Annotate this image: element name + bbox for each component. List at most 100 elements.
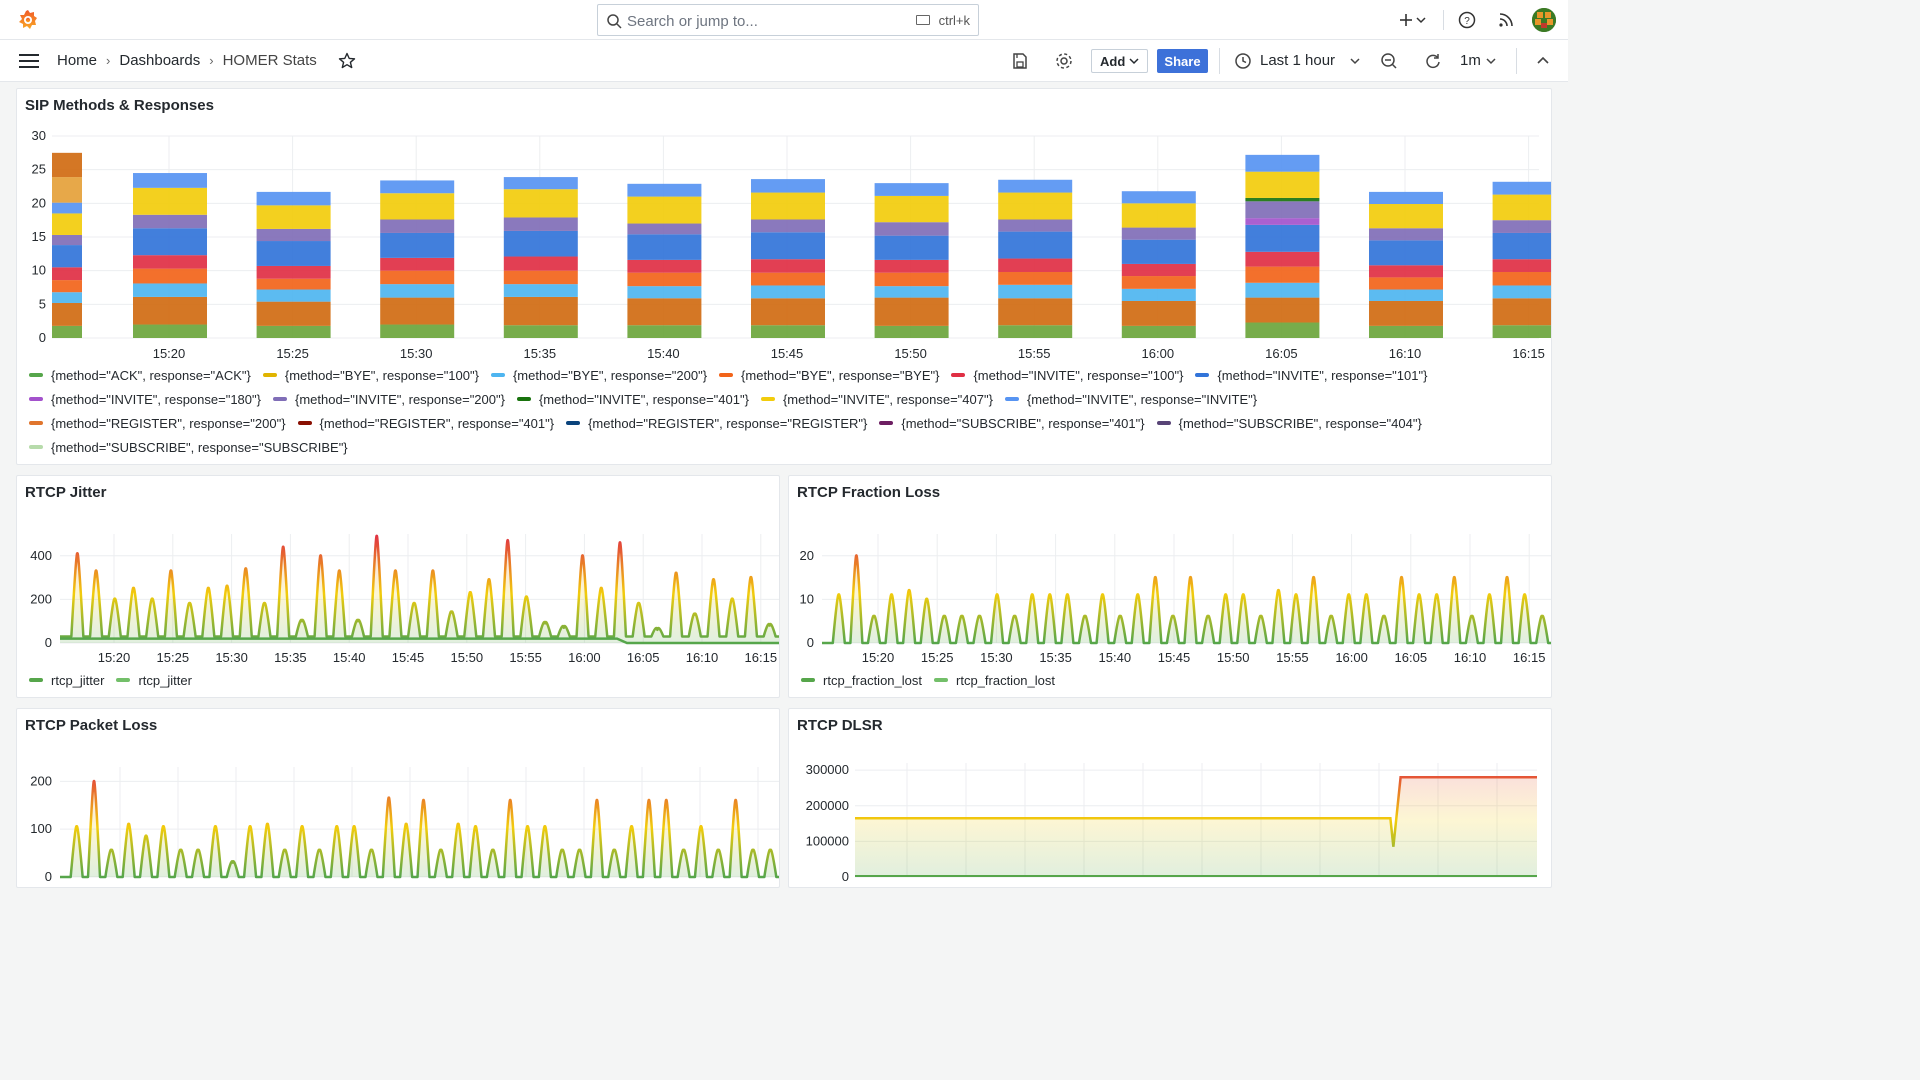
- legend-item[interactable]: {method="INVITE", response="180"}: [29, 392, 261, 407]
- panel-rtcp-packet-loss[interactable]: RTCP Packet Loss 0 100 200: [16, 708, 780, 888]
- series-line: [60, 637, 779, 645]
- bar-segment: [1492, 298, 1551, 326]
- x-tick-label: 16:05: [1395, 650, 1428, 665]
- chevron-down-icon: [1486, 58, 1496, 65]
- star-icon[interactable]: [338, 52, 356, 70]
- avatar[interactable]: [1532, 8, 1556, 32]
- bar-segment: [1369, 240, 1443, 266]
- bar-segment: [1492, 194, 1551, 221]
- y-tick-label: 400: [30, 548, 52, 563]
- bar-segment: [874, 235, 949, 260]
- settings-gear-icon[interactable]: [1054, 51, 1074, 71]
- legend-item[interactable]: {method="SUBSCRIBE", response="404"}: [1156, 416, 1422, 431]
- x-tick-label: 16:00: [1335, 650, 1368, 665]
- bar-segment: [627, 223, 702, 235]
- legend-item[interactable]: {method="REGISTER", response="401"}: [297, 416, 554, 431]
- panel-sip-methods[interactable]: SIP Methods & Responses 0 5 10 15 20 25 30 15:2…: [16, 88, 1552, 465]
- bar-segment: [998, 258, 1073, 273]
- legend-item[interactable]: rtcp_jitter: [116, 673, 192, 688]
- y-tick-label: 10: [32, 263, 46, 278]
- x-tick-label: 16:00: [1142, 346, 1175, 361]
- plus-icon[interactable]: [1396, 10, 1416, 30]
- bar-segment: [1492, 325, 1551, 338]
- add-button[interactable]: Add: [1091, 49, 1148, 73]
- x-tick-label: 16:15: [745, 650, 778, 665]
- legend-swatch: [116, 678, 131, 682]
- refresh-icon[interactable]: [1423, 51, 1443, 71]
- dlsr-line-chart: 0 100000 200000 300000: [806, 762, 1537, 884]
- refresh-interval-picker[interactable]: 1m: [1460, 52, 1496, 69]
- legend-item[interactable]: {method="INVITE", response="100"}: [951, 368, 1183, 383]
- bar-segment: [503, 189, 578, 218]
- y-tick-label: 30: [32, 128, 46, 143]
- bar-segment: [1245, 282, 1320, 298]
- bar-segment: [1121, 263, 1196, 277]
- legend-item[interactable]: {method="INVITE", response="200"}: [272, 392, 505, 407]
- legend-item[interactable]: {method="BYE", response="100"}: [262, 368, 479, 383]
- legend-item[interactable]: {method="INVITE", response="INVITE"}: [1004, 392, 1257, 407]
- bar-segment: [998, 298, 1073, 326]
- divider: [1516, 48, 1517, 74]
- panel-rtcp-fraction-loss[interactable]: RTCP Fraction Loss 0 10 20 15:20 15:25 15:30 1…: [788, 475, 1552, 698]
- legend-item[interactable]: {method="BYE", response="200"}: [490, 367, 708, 383]
- y-tick-label: 0: [807, 635, 814, 650]
- legend-item[interactable]: {method="INVITE", response="407"}: [760, 392, 993, 407]
- bar-segment: [1245, 224, 1320, 252]
- bar-segment: [380, 284, 455, 298]
- legend-item[interactable]: {method="INVITE", response="101"}: [1195, 368, 1427, 383]
- bar-segment: [627, 234, 702, 260]
- menu-icon[interactable]: [18, 52, 40, 70]
- grafana-logo-icon[interactable]: [16, 8, 40, 32]
- bar-segment: [503, 296, 578, 326]
- zoom-out-icon[interactable]: [1379, 51, 1399, 71]
- legend-item[interactable]: {method="REGISTER", response="200"}: [29, 416, 286, 431]
- panel-rtcp-jitter[interactable]: RTCP Jitter 0 200 400 15:20 15:25 15:30 15:35 1…: [16, 475, 780, 698]
- sip-bar-chart: 0 5 10 15 20 25 30 15:20 15:25 15:30 15:35 15:40 15:…: [32, 128, 1551, 361]
- legend-item[interactable]: {method="ACK", response="ACK"}: [29, 368, 251, 383]
- legend-swatch: [29, 421, 43, 425]
- bar-segment: [503, 256, 578, 271]
- bar-segment: [1121, 191, 1196, 204]
- legend-label: rtcp_jitter: [51, 672, 105, 688]
- bar-segment: [133, 214, 207, 229]
- search-placeholder: Search or jump to...: [627, 13, 758, 30]
- legend-item[interactable]: {method="SUBSCRIBE", response="SUBSCRIBE…: [29, 440, 348, 455]
- panel-rtcp-dlsr[interactable]: RTCP DLSR 0 100000 200000 300000: [788, 708, 1552, 888]
- legend-item[interactable]: rtcp_fraction_lost: [934, 673, 1055, 688]
- legend-item[interactable]: {method="SUBSCRIBE", response="401"}: [879, 415, 1145, 431]
- share-button[interactable]: Share: [1157, 49, 1208, 73]
- y-tick-label: 0: [842, 869, 849, 884]
- breadcrumb-home[interactable]: Home: [57, 52, 98, 69]
- bar-segment: [52, 292, 82, 303]
- legend-label: {method="BYE", response="200"}: [512, 367, 708, 383]
- bar-segment: [1369, 325, 1443, 338]
- save-icon[interactable]: [1010, 51, 1030, 71]
- legend-swatch: [951, 373, 966, 377]
- legend-item[interactable]: {method="REGISTER", response="REGISTER"}: [566, 416, 867, 431]
- bar-segment: [1492, 259, 1551, 273]
- breadcrumb-dashboards[interactable]: Dashboards: [119, 52, 201, 69]
- legend-swatch: [297, 421, 312, 425]
- chevron-down-icon[interactable]: [1414, 10, 1428, 30]
- search-input[interactable]: Search or jump to... ctrl+k: [597, 4, 979, 36]
- legend-swatch: [29, 373, 43, 377]
- legend-label: {method="INVITE", response="100"}: [973, 367, 1184, 383]
- x-tick-label: 15:45: [771, 346, 804, 361]
- legend-item[interactable]: {method="INVITE", response="401"}: [516, 392, 749, 407]
- collapse-chevron-up-icon[interactable]: [1533, 51, 1553, 71]
- bar-segment: [133, 296, 207, 325]
- legend-item[interactable]: {method="BYE", response="BYE"}: [719, 368, 939, 383]
- legend-label: {method="SUBSCRIBE", response="SUBSCRIBE…: [51, 439, 348, 455]
- news-icon[interactable]: [1496, 10, 1516, 30]
- legend-row: {method="REGISTER", response="200"} {meth…: [29, 411, 1549, 435]
- legend-swatch: [1195, 373, 1210, 377]
- bar-segment: [751, 285, 825, 299]
- legend-item[interactable]: rtcp_jitter: [29, 673, 104, 688]
- legend-label: {method="SUBSCRIBE", response="401"}: [901, 415, 1145, 431]
- breadcrumb: Home › Dashboards › HOMER Stats: [57, 52, 317, 69]
- jitter-line-chart: 0 200 400 15:20 15:25 15:30 15:35 15:40 15:45 15:…: [30, 534, 779, 665]
- legend-item[interactable]: rtcp_fraction_lost: [801, 673, 922, 688]
- chart-legend: rtcp_fraction_lost rtcp_fraction_lost: [801, 668, 1067, 692]
- help-icon[interactable]: ?: [1457, 10, 1477, 30]
- keyboard-icon: [916, 15, 930, 25]
